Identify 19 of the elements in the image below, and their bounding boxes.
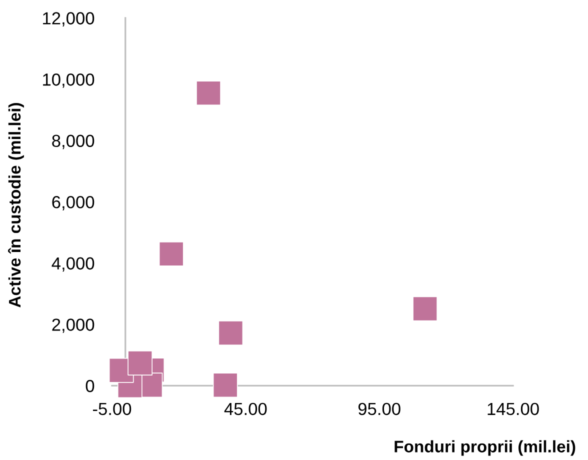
x-axis-title: Fonduri proprii (mil.lei) (394, 440, 576, 456)
y-tick-label: 10,000 (43, 73, 94, 88)
x-tick-label: -5.00 (92, 402, 132, 416)
point (158, 241, 184, 266)
point (196, 80, 221, 106)
y-tick-label: 6,000 (52, 196, 94, 210)
point (212, 372, 238, 398)
y-tick-label: 8,000 (52, 134, 94, 150)
y-tick-label: 0 (86, 380, 94, 392)
y-axis-title: Active în custodie (mil.lei) (8, 103, 24, 308)
y-tick-label: 2,000 (52, 318, 94, 333)
x-tick-label: 45.00 (224, 402, 267, 416)
y-tick-label: 4,000 (52, 257, 94, 272)
point (128, 350, 153, 376)
x-tick-label: 95.00 (358, 402, 400, 416)
point (218, 320, 244, 346)
point (412, 296, 438, 322)
x-tick-label: 145.00 (488, 402, 539, 416)
y-tick-label: 12,000 (43, 12, 94, 27)
